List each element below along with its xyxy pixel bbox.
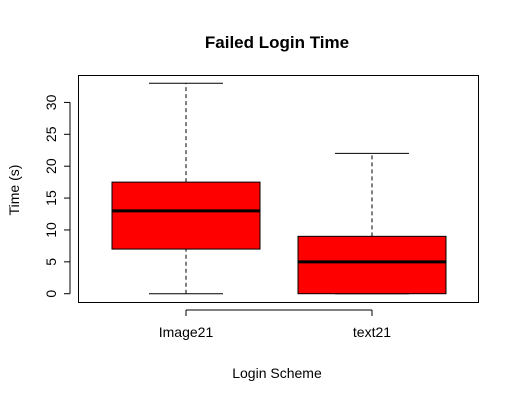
y-tick-label: 20: [43, 158, 59, 174]
x-tick-label: Image21: [159, 324, 214, 340]
chart-title: Failed Login Time: [205, 33, 349, 52]
y-tick-label: 0: [43, 290, 59, 298]
iqr-box: [111, 181, 261, 250]
box-text21: [297, 152, 447, 295]
y-tick-label: 10: [43, 222, 59, 238]
x-tick-label: text21: [353, 324, 391, 340]
y-tick-label: 15: [43, 190, 59, 206]
y-tick-label: 30: [43, 94, 59, 110]
y-axis-label: Time (s): [6, 165, 22, 216]
y-axis: 0 5 10 15 20 25 30: [43, 94, 71, 298]
x-axis: Image21 text21: [159, 309, 391, 340]
y-tick-label: 5: [43, 258, 59, 266]
x-axis-label: Login Scheme: [232, 365, 322, 381]
plot-frame: [78, 75, 479, 303]
y-tick-label: 25: [43, 126, 59, 142]
iqr-box: [297, 235, 447, 295]
box-image21: [111, 82, 261, 295]
